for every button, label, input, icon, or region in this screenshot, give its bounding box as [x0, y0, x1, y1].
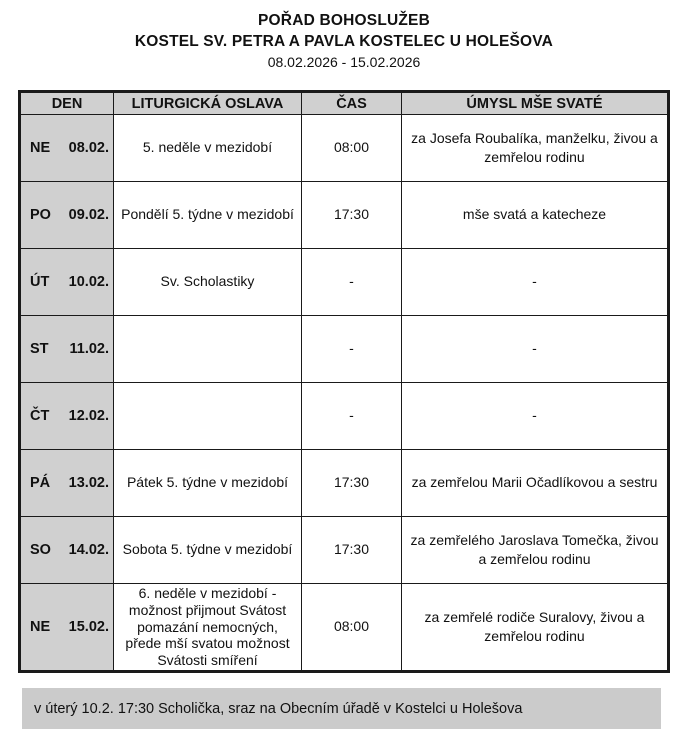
day-date: 09.02.: [68, 207, 109, 223]
intention-cell: za Josefa Roubalíka, manželku, živou a z…: [401, 114, 669, 182]
celebration-cell: 5. neděle v mezidobí: [113, 114, 302, 182]
intention-cell: mše svatá a katecheze: [401, 181, 669, 249]
table-row: ST 11.02. - -: [19, 315, 669, 383]
day-label: PO 09.02.: [21, 207, 113, 223]
schedule-table-body: NE 08.02. 5. neděle v mezidobí 08:00 za Jose…: [19, 114, 669, 672]
day-cell: ÚT 10.02.: [19, 248, 114, 316]
column-header-den: DEN: [19, 91, 114, 115]
day-abbr: SO: [30, 542, 51, 558]
table-row: ČT 12.02. - -: [19, 382, 669, 450]
time-cell: 17:30: [301, 516, 402, 584]
time-cell: -: [301, 248, 402, 316]
table-row: PO 09.02. Pondělí 5. týdne v mezidobí 17:30…: [19, 181, 669, 249]
day-label: NE 08.02.: [21, 140, 113, 156]
footer-note: v úterý 10.2. 17:30 Scholička, sraz na O…: [34, 700, 523, 717]
table-row: NE 08.02. 5. neděle v mezidobí 08:00 za Jose…: [19, 114, 669, 182]
time-cell: 17:30: [301, 449, 402, 517]
day-date: 14.02.: [68, 542, 109, 558]
intention-cell: -: [401, 315, 669, 383]
time-cell: -: [301, 315, 402, 383]
day-abbr: NE: [30, 619, 51, 635]
intention-cell: za zemřelé rodiče Suralovy, živou a zemř…: [401, 583, 669, 672]
day-label: ÚT 10.02.: [21, 274, 113, 290]
schedule-table: DEN LITURGICKÁ OSLAVA ČAS ÚMYSL MŠE SVAT…: [18, 90, 670, 673]
day-abbr: ÚT: [30, 274, 50, 290]
day-abbr: PÁ: [30, 475, 51, 491]
day-date: 12.02.: [68, 408, 109, 424]
time-cell: 08:00: [301, 583, 402, 672]
table-row: PÁ 13.02. Pátek 5. týdne v mezidobí 17:30 za…: [19, 449, 669, 517]
day-label: NE 15.02.: [21, 619, 113, 635]
celebration-cell: [113, 315, 302, 383]
column-header-cas: ČAS: [301, 91, 402, 115]
document-header: POŘAD BOHOSLUŽEB KOSTEL SV. PETRA A PAVL…: [0, 0, 688, 73]
day-abbr: PO: [30, 207, 51, 223]
day-cell: SO 14.02.: [19, 516, 114, 584]
date-range: 08.02.2026 - 15.02.2026: [267, 54, 421, 70]
page-subtitle: KOSTEL SV. PETRA A PAVLA KOSTELEC U HOLE…: [134, 33, 554, 50]
day-date: 08.02.: [68, 140, 109, 156]
celebration-cell: [113, 382, 302, 450]
day-cell: PÁ 13.02.: [19, 449, 114, 517]
celebration-cell: Sv. Scholastiky: [113, 248, 302, 316]
day-label: PÁ 13.02.: [21, 475, 113, 491]
day-cell: NE 08.02.: [19, 114, 114, 182]
page-title: POŘAD BOHOSLUŽEB: [258, 12, 430, 29]
day-date: 13.02.: [68, 475, 109, 491]
day-cell: ST 11.02.: [19, 315, 114, 383]
table-row: NE 15.02. 6. neděle v mezidobí - možnost p…: [19, 583, 669, 672]
celebration-cell: Pátek 5. týdne v mezidobí: [113, 449, 302, 517]
day-abbr: NE: [30, 140, 51, 156]
day-label: ČT 12.02.: [21, 408, 113, 424]
day-cell: NE 15.02.: [19, 583, 114, 672]
time-cell: 17:30: [301, 181, 402, 249]
intention-cell: -: [401, 382, 669, 450]
day-label: SO 14.02.: [21, 542, 113, 558]
footer-note-bar: v úterý 10.2. 17:30 Scholička, sraz na O…: [22, 688, 661, 729]
day-label: ST 11.02.: [21, 341, 113, 357]
day-date: 10.02.: [68, 274, 109, 290]
header-row: DEN LITURGICKÁ OSLAVA ČAS ÚMYSL MŠE SVAT…: [19, 91, 669, 115]
celebration-cell: Pondělí 5. týdne v mezidobí: [113, 181, 302, 249]
day-date: 15.02.: [68, 619, 109, 635]
celebration-cell: Sobota 5. týdne v mezidobí: [113, 516, 302, 584]
time-cell: 08:00: [301, 114, 402, 182]
column-header-umysl: ÚMYSL MŠE SVATÉ: [401, 91, 669, 115]
time-cell: -: [301, 382, 402, 450]
day-cell: PO 09.02.: [19, 181, 114, 249]
day-abbr: ČT: [30, 408, 50, 424]
table-row: ÚT 10.02. Sv. Scholastiky - -: [19, 248, 669, 316]
day-date: 11.02.: [69, 341, 109, 357]
table-row: SO 14.02. Sobota 5. týdne v mezidobí 17:30 z…: [19, 516, 669, 584]
day-cell: ČT 12.02.: [19, 382, 114, 450]
column-header-liturgicka-oslava: LITURGICKÁ OSLAVA: [113, 91, 302, 115]
celebration-cell: 6. neděle v mezidobí - možnost přijmout …: [113, 583, 302, 672]
schedule-table-header: DEN LITURGICKÁ OSLAVA ČAS ÚMYSL MŠE SVAT…: [19, 91, 669, 115]
day-abbr: ST: [30, 341, 49, 357]
intention-cell: -: [401, 248, 669, 316]
intention-cell: za zemřelou Marii Očadlíkovou a sestru: [401, 449, 669, 517]
intention-cell: za zemřelého Jaroslava Tomečka, živou a …: [401, 516, 669, 584]
